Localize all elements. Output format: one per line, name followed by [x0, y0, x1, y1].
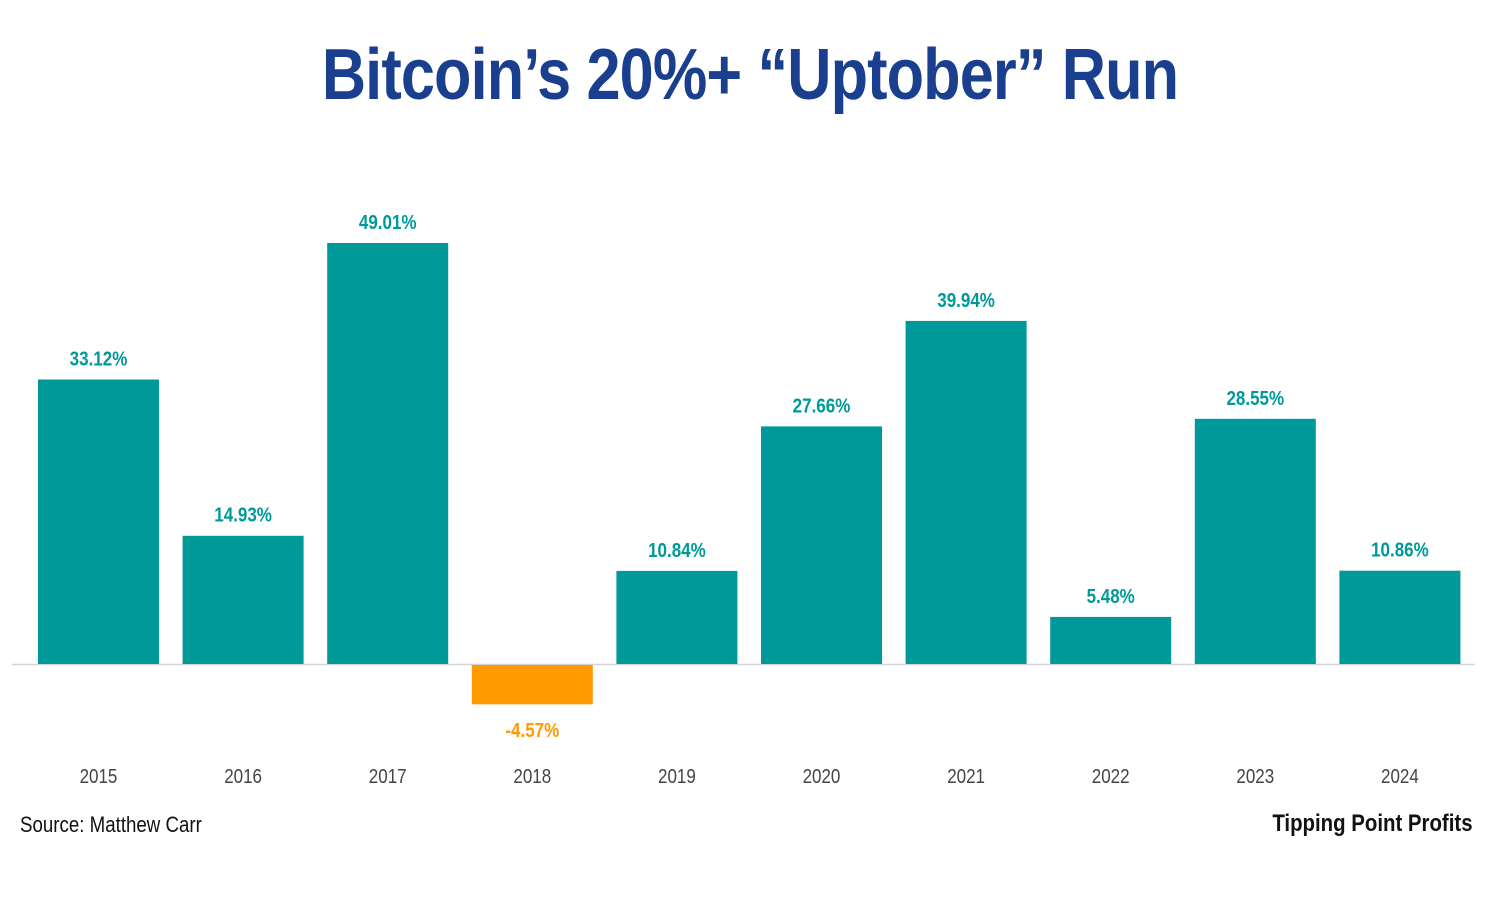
data-label-2018: -4.57% — [505, 719, 559, 742]
chart-title: Bitcoin’s 20%+ “Uptober” Run — [321, 35, 1179, 115]
x-tick-label-2023: 2023 — [1236, 765, 1274, 788]
x-tick-label-2015: 2015 — [80, 765, 118, 788]
source-credit: Source: Matthew Carr — [20, 812, 202, 837]
bar-2022 — [1050, 616, 1172, 664]
bar-2023 — [1194, 418, 1316, 664]
data-label-2024: 10.86% — [1371, 538, 1429, 561]
x-tick-label-2019: 2019 — [658, 765, 696, 788]
data-label-2022: 5.48% — [1087, 585, 1135, 608]
bar-2018 — [471, 665, 593, 705]
bar-2016 — [182, 535, 304, 664]
x-tick-label-2017: 2017 — [369, 765, 407, 788]
x-tick-label-2016: 2016 — [224, 765, 262, 788]
bar-2021 — [905, 320, 1027, 664]
data-label-2016: 14.93% — [214, 503, 272, 526]
data-label-2020: 27.66% — [793, 394, 851, 417]
x-tick-label-2020: 2020 — [803, 765, 841, 788]
data-label-2015: 33.12% — [70, 347, 128, 370]
bar-2019 — [616, 570, 738, 664]
bar-2015 — [38, 379, 159, 664]
bar-2017 — [327, 243, 449, 664]
bar-2024 — [1339, 570, 1461, 664]
x-tick-label-2021: 2021 — [947, 765, 985, 788]
data-label-2017: 49.01% — [359, 211, 417, 234]
x-tick-label-2018: 2018 — [513, 765, 551, 788]
data-label-2021: 39.94% — [937, 289, 995, 312]
x-tick-label-2024: 2024 — [1381, 765, 1419, 788]
data-label-2019: 10.84% — [648, 539, 706, 562]
data-label-2023: 28.55% — [1226, 386, 1284, 409]
brand-name: Tipping Point Profits — [1272, 810, 1473, 837]
x-tick-label-2022: 2022 — [1092, 765, 1130, 788]
bar-2020 — [761, 426, 882, 664]
